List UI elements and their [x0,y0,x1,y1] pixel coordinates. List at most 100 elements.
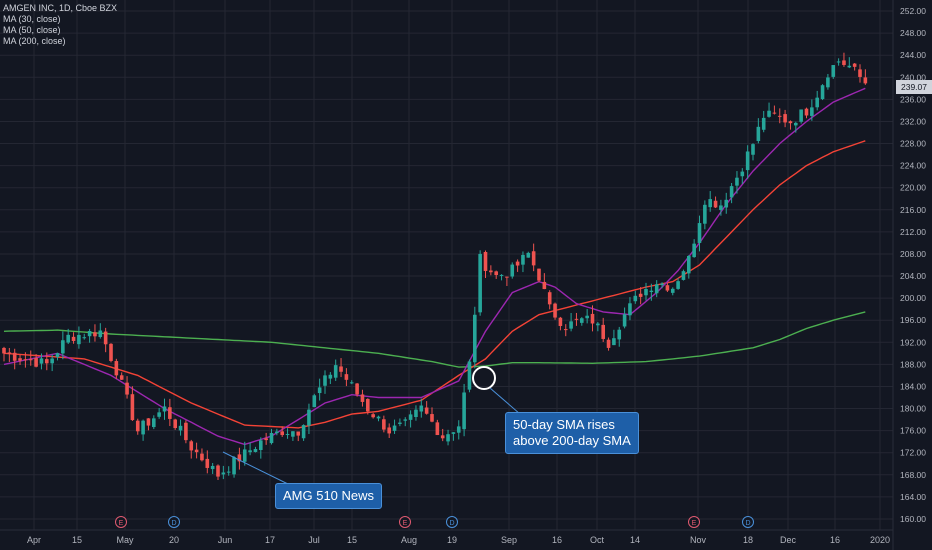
candle [531,243,536,272]
candle [777,108,782,124]
ma200-path [3,311,866,368]
price-tick-label: 212.00 [900,227,926,237]
candle [852,62,857,71]
candle [226,466,231,476]
crossover-callout-line2: above 200-day SMA [513,433,631,448]
time-tick-label: Jun [218,535,233,545]
candle [494,270,498,279]
price-tick-label: 168.00 [900,470,926,480]
candle [371,412,375,419]
candle [810,99,814,121]
candle [467,359,472,393]
candle [708,191,712,212]
candle [772,105,777,115]
candle [275,428,279,436]
legend-ma50[interactable]: MA (50, close) [3,25,61,35]
price-tick-label: 204.00 [900,271,926,281]
news-callout[interactable]: AMG 510 News [275,483,383,509]
time-tick-label: 15 [347,535,357,545]
legend-title[interactable]: AMGEN INC, 1D, Cboe BZX [3,3,118,13]
news-callout-text: AMG 510 News [283,488,375,503]
price-tick-label: 160.00 [900,514,926,524]
candle [403,417,408,427]
candle [39,353,44,370]
candle [558,316,563,331]
candle [761,110,766,133]
candle [339,358,343,378]
candle [660,282,664,289]
candle [210,462,215,474]
candle [61,331,65,360]
candle [178,419,183,436]
time-tick-label: 18 [743,535,753,545]
candle [45,352,49,371]
candle [23,352,28,368]
candle [307,403,311,435]
earnings-marker[interactable]: E [115,516,127,528]
time-tick-label: Jul [308,535,320,545]
time-tick-label: Aug [401,535,417,545]
price-tick-label: 196.00 [900,315,926,325]
event-marker-label: D [449,520,454,527]
candle [756,118,761,144]
candle [291,431,295,441]
candle [628,297,632,321]
dividend-marker[interactable]: D [446,516,458,528]
candle [863,69,868,85]
candle [836,58,841,66]
price-tick-label: 216.00 [900,205,926,215]
candle [617,326,622,347]
candle [55,352,60,361]
price-tick-label: 236.00 [900,94,926,104]
time-tick-label: Oct [590,535,605,545]
candle [601,317,605,342]
earnings-marker[interactable]: E [399,516,411,528]
candle [200,448,204,462]
annotation-overlays [222,366,521,486]
candle [392,419,397,434]
candle [7,347,12,362]
time-tick-label: 16 [830,535,840,545]
earnings-marker[interactable]: E [688,516,700,528]
candle [499,274,504,281]
time-tick-label: 14 [630,535,640,545]
candle [424,401,429,415]
candle [360,389,365,407]
candle [505,276,509,286]
candle [130,386,135,421]
candle [264,432,268,445]
candle [633,290,638,304]
time-tick-label: 16 [552,535,562,545]
candle [676,278,680,290]
candle [847,57,852,69]
candle [638,287,643,305]
candle [537,268,541,283]
candle [788,120,793,130]
candle [794,121,798,133]
candle [232,455,236,478]
candle [152,415,156,430]
candle [553,302,557,320]
candle [751,143,755,161]
candle [740,168,745,184]
legend-ma200[interactable]: MA (200, close) [3,36,66,46]
candle [333,359,338,381]
dividend-marker[interactable]: D [168,516,180,528]
candle [569,312,573,332]
crossover-circle [472,366,496,390]
candle [387,423,391,438]
candle [697,215,702,252]
legend-ma30[interactable]: MA (30, close) [3,14,61,24]
candle [435,419,440,436]
candle [815,90,819,111]
dividend-marker[interactable]: D [742,516,754,528]
time-tick-label: 20 [169,535,179,545]
candle [205,450,210,474]
candle [253,446,258,453]
crossover-callout[interactable]: 50-day SMA rises above 200-day SMA [505,412,639,454]
price-tick-label: 184.00 [900,381,926,391]
time-axis[interactable]: Apr 15 May 20 Jun 17 Jul 15 Aug 19 Sep 16 Oct 14 Nov 18… [27,535,890,545]
